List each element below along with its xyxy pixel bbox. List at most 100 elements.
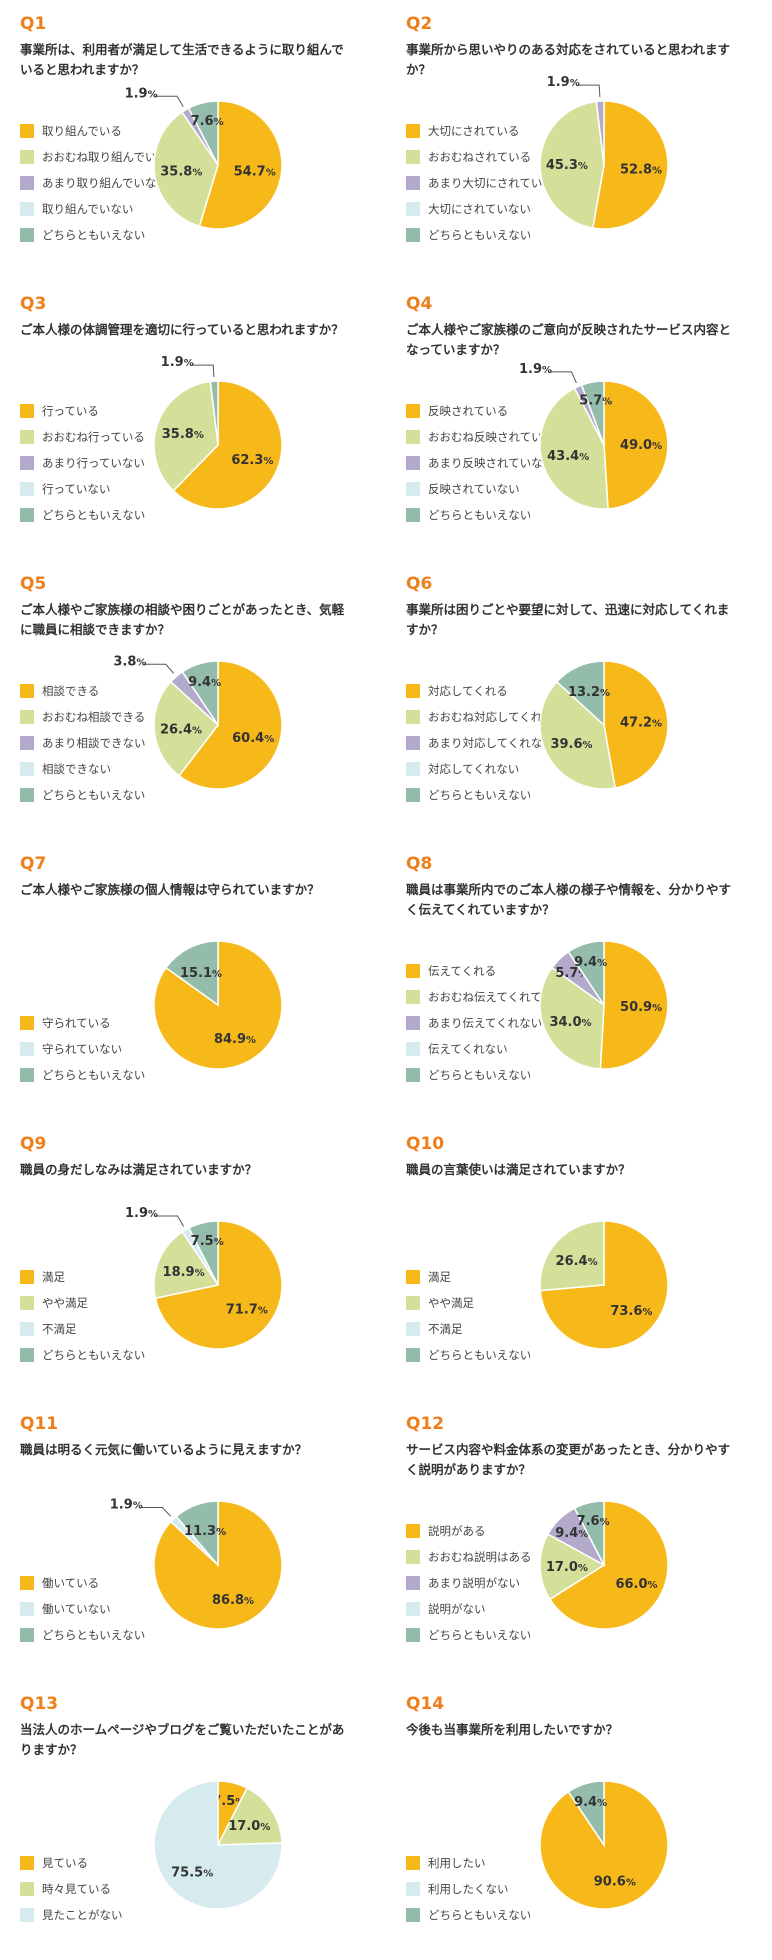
legend-label: どちらともいえない (42, 228, 146, 242)
pie-chart: 73.6% 26.4% (539, 1220, 669, 1350)
label-leader-line (191, 364, 215, 378)
legend-swatch (20, 228, 34, 242)
slice-value-label: 86.8% (212, 1593, 254, 1608)
pie-chart: 66.0% 17.0% 9.4%7.6% (539, 1500, 669, 1630)
label-leader-line (155, 1215, 185, 1227)
legend-item: 行っている (20, 398, 145, 424)
pie-slice (539, 966, 605, 1070)
legend-item: あまり伝えてくれない (406, 1010, 565, 1036)
legend-label: あまり行っていない (42, 456, 145, 470)
pie-slice (539, 1220, 605, 1292)
slice-value-label: 1.9% (125, 1206, 158, 1221)
slice-value-label: 84.9% (214, 1032, 256, 1047)
chart-legend: 働いている 働いていない どちらともいえない (20, 1570, 145, 1648)
slice-value-label: 15.1% (180, 966, 222, 981)
legend-label: どちらともいえない (42, 1348, 146, 1362)
pie-chart: 90.6% 9.4% (539, 1780, 669, 1910)
chart-panel-q11: Q11 職員は明るく元気に働いているように見えますか？ 働いている 働いていない どちら… (0, 1400, 386, 1680)
pie-slice (591, 100, 669, 230)
chart-legend: 満足 やや満足 不満足 どちらともいえない (406, 1264, 531, 1368)
chart-legend: 対応してくれる おおむね対応してくれる あまり対応してくれない 対応してくれない どちら… (406, 678, 554, 808)
legend-item: 取り組んでいる (20, 118, 168, 144)
slice-value-label: 73.6% (610, 1304, 652, 1319)
slice-value-label: 50.9% (620, 1000, 662, 1015)
legend-label: おおむね相談できる (42, 710, 146, 724)
legend-label: 見たことがない (42, 1908, 123, 1922)
legend-swatch (20, 1016, 34, 1030)
legend-item: おおむね伝えてくれている (406, 984, 565, 1010)
legend-item: おおむね行っている (20, 424, 145, 450)
legend-item: あまり相談できない (20, 730, 146, 756)
legend-swatch (20, 1908, 34, 1922)
legend-item: やや満足 (406, 1290, 531, 1316)
pie-chart: 71.7% 18.9% 1.9% 7.5% (125, 1206, 283, 1350)
legend-item: 相談できない (20, 756, 146, 782)
legend-item: 反映されている (406, 398, 554, 424)
slice-value-label: 7.5% (191, 1234, 224, 1249)
legend-item: どちらともいえない (20, 222, 168, 248)
legend-label: 説明がない (428, 1602, 486, 1616)
legend-swatch (406, 176, 420, 190)
pie-slice (153, 111, 219, 228)
legend-label: 見ている (42, 1856, 88, 1870)
legend-item: 利用したくない (406, 1876, 531, 1902)
legend-item: 満足 (406, 1264, 531, 1290)
legend-swatch (20, 788, 34, 802)
legend-swatch (20, 202, 34, 216)
legend-swatch (406, 1016, 420, 1030)
legend-item: 働いている (20, 1570, 145, 1596)
legend-label: 伝えてくれない (428, 1042, 508, 1056)
slice-value-label: 75.5% (171, 1866, 213, 1881)
pie-slice (153, 380, 219, 492)
chart-panel-q8: Q8 職員は事業所内でのご本人様の様子や情報を、分かりやすく伝えてくれていますか？… (386, 840, 772, 1120)
chart-legend: 守られている 守られていない どちらともいえない (20, 1010, 145, 1088)
chart-panel-q3: Q3 ご本人様の体調管理を適切に行っていると思われますか？ 行っている おおむね行って… (0, 280, 386, 560)
slice-value-label: 9.4% (574, 955, 607, 970)
legend-swatch (20, 456, 34, 470)
slice-value-label: 35.8% (162, 427, 204, 442)
slice-value-label: 34.0% (549, 1015, 591, 1030)
legend-label: 時々見ている (42, 1882, 111, 1896)
slice-value-label: 66.0% (615, 1577, 657, 1592)
question-number: Q3 (20, 294, 47, 314)
slice-value-label: 7.6% (577, 1514, 610, 1529)
question-text: 職員の身だしなみは満足されていますか？ (20, 1162, 258, 1177)
question-number: Q5 (20, 574, 47, 594)
pie-slice (187, 100, 219, 166)
legend-swatch (20, 150, 34, 164)
slice-value-label: 39.6% (550, 737, 592, 752)
slice-value-label: 26.4% (160, 722, 202, 737)
slice-value-label: 9.4% (188, 675, 221, 690)
pie-chart: 84.9% 15.1% (153, 940, 283, 1070)
pie-slice (573, 1500, 605, 1566)
legend-item: どちらともいえない (406, 222, 565, 248)
pie-chart: 52.8% 45.3% 1.9% (539, 75, 669, 230)
slice-value-label: 49.0% (620, 438, 662, 453)
legend-label: 不満足 (42, 1322, 77, 1336)
chart-panel-q10: Q10 職員の言葉使いは満足されていますか？ 満足 やや満足 不満足 どちらともいえない 7… (386, 1120, 772, 1400)
legend-label: 大切にされている (428, 124, 520, 138)
chart-panel-q7: Q7 ご本人様やご家族様の個人情報は守られていますか？ 守られている 守られていないど… (0, 840, 386, 1120)
legend-item: 対応してくれない (406, 756, 554, 782)
pie-slice (164, 940, 219, 1007)
pie-slice (599, 940, 669, 1070)
pie-chart: 62.3% 35.8% 1.9% (153, 355, 283, 510)
legend-swatch (406, 710, 420, 724)
pie-slice (216, 1786, 283, 1846)
legend-item: あまり対応してくれない (406, 730, 554, 756)
legend-swatch (406, 482, 420, 496)
legend-swatch (406, 1856, 420, 1870)
legend-label: 反映されている (428, 404, 509, 418)
question-number: Q9 (20, 1134, 47, 1154)
legend-item: 満足 (20, 1264, 145, 1290)
label-leader-line (577, 84, 601, 98)
pie-chart: 50.9%34.0%5.7%9.4% (539, 940, 669, 1070)
legend-item: 説明がある (406, 1518, 532, 1544)
legend-item: あまり反映されていない (406, 450, 554, 476)
question-number: Q13 (20, 1694, 59, 1714)
legend-swatch (406, 1270, 420, 1284)
legend-label: どちらともいえない (428, 1348, 532, 1362)
legend-item: どちらともいえない (20, 1062, 145, 1088)
legend-label: 対応してくれない (428, 762, 520, 776)
legend-swatch (20, 176, 34, 190)
